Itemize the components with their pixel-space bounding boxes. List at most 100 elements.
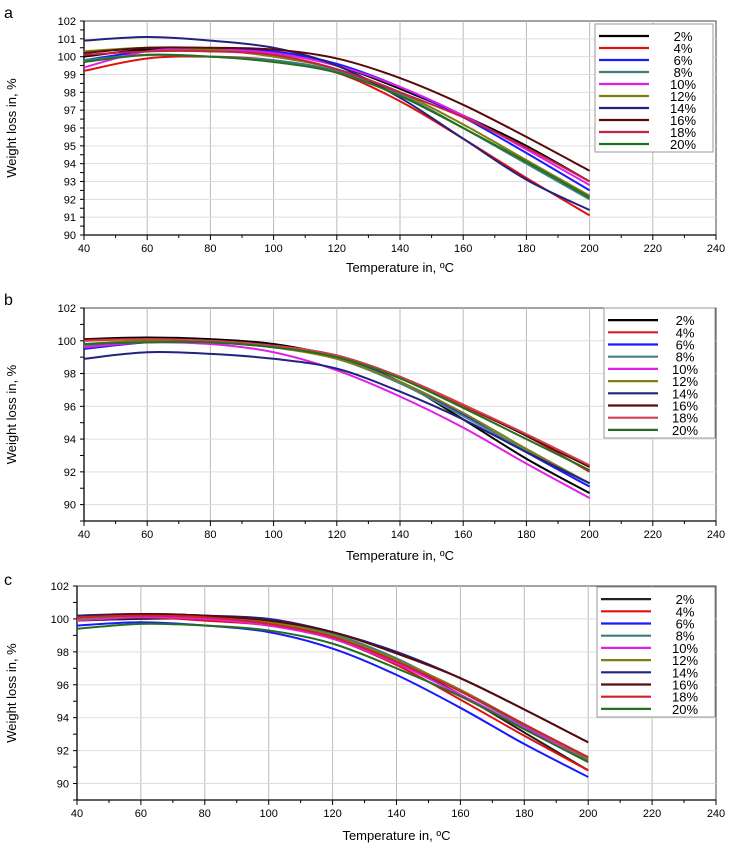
legend-label: 14% — [672, 386, 698, 401]
series-line-6pct — [76, 621, 589, 778]
x-tick-label: 120 — [323, 808, 341, 820]
x-tick-label: 80 — [204, 243, 216, 255]
x-tick-label: 220 — [644, 243, 662, 255]
legend: 2%4%6%8%10%12%14%16%18%20% — [603, 307, 716, 439]
y-tick-label: 94 — [57, 713, 69, 725]
legend-label: 6% — [676, 338, 695, 353]
x-tick-label: 160 — [454, 529, 472, 541]
x-tick-label: 40 — [78, 529, 90, 541]
x-tick-label: 100 — [264, 529, 282, 541]
x-axis-label: Temperature in, ºC — [346, 260, 454, 275]
x-tick-label: 120 — [328, 243, 346, 255]
y-tick-label: 91 — [64, 212, 76, 224]
x-tick-label: 220 — [644, 529, 662, 541]
legend-label: 2% — [676, 313, 695, 328]
y-tick-label: 92 — [64, 467, 76, 479]
y-tick-label: 102 — [58, 16, 76, 28]
x-tick-label: 60 — [141, 529, 153, 541]
legend-label: 12% — [672, 653, 698, 668]
y-tick-label: 94 — [64, 434, 76, 446]
legend-label: 20% — [672, 423, 698, 438]
x-tick-label: 60 — [135, 808, 147, 820]
y-tick-label: 93 — [64, 177, 76, 189]
legend-label: 20% — [670, 137, 696, 152]
x-tick-label: 140 — [387, 808, 405, 820]
y-tick-label: 96 — [64, 123, 76, 135]
y-tick-label: 90 — [64, 230, 76, 242]
y-tick-label: 101 — [58, 34, 76, 46]
legend-label: 8% — [676, 629, 695, 644]
legend-label: 18% — [672, 690, 698, 705]
series-line-18pct — [83, 338, 591, 467]
legend-label: 8% — [676, 350, 695, 365]
panel-label: a — [4, 5, 13, 22]
series-line-18pct — [76, 614, 589, 759]
series-line-10pct — [76, 616, 589, 760]
x-tick-label: 200 — [580, 529, 598, 541]
y-tick-label: 99 — [64, 70, 76, 82]
x-tick-label: 180 — [517, 243, 535, 255]
legend-label: 8% — [674, 65, 693, 80]
series-line-14pct — [83, 350, 591, 485]
x-axis-label: Temperature in, ºC — [346, 548, 454, 563]
x-tick-label: 120 — [328, 529, 346, 541]
x-tick-label: 100 — [264, 243, 282, 255]
y-tick-label: 100 — [51, 614, 69, 626]
legend-label: 6% — [674, 53, 693, 68]
legend-box — [596, 586, 716, 718]
legend-label: 10% — [672, 362, 698, 377]
x-tick-label: 200 — [580, 243, 598, 255]
x-tick-label: 240 — [707, 243, 725, 255]
x-tick-label: 140 — [391, 529, 409, 541]
legend-label: 14% — [670, 101, 696, 116]
panel-label: c — [4, 572, 12, 589]
x-tick-label: 100 — [260, 808, 278, 820]
legend-label: 2% — [676, 592, 695, 607]
legend-label: 4% — [676, 604, 695, 619]
y-tick-label: 98 — [57, 647, 69, 659]
y-tick-label: 95 — [64, 141, 76, 153]
legend-label: 14% — [672, 665, 698, 680]
y-tick-label: 96 — [57, 680, 69, 692]
series-line-12pct — [83, 339, 591, 485]
y-tick-label: 90 — [57, 779, 69, 791]
legend: 2%4%6%8%10%12%14%16%18%20% — [594, 23, 714, 153]
legend-label: 4% — [674, 41, 693, 56]
x-tick-label: 240 — [707, 529, 725, 541]
legend-label: 10% — [672, 641, 698, 656]
x-tick-label: 80 — [199, 808, 211, 820]
y-axis-label: Weight loss in, % — [4, 78, 19, 178]
chart-panel-c: 40 60 80 100 120 140 160 180 200 220 240 90 92 94 96 98… — [4, 572, 725, 843]
y-tick-label: 96 — [64, 401, 76, 413]
x-tick-label: 80 — [204, 529, 216, 541]
legend-label: 16% — [672, 399, 698, 414]
y-axis-label: Weight loss in, % — [4, 364, 19, 464]
y-tick-label: 102 — [51, 581, 69, 593]
y-tick-label: 94 — [64, 159, 76, 171]
y-tick-label: 92 — [57, 746, 69, 758]
x-tick-label: 180 — [515, 808, 533, 820]
x-tick-label: 200 — [579, 808, 597, 820]
legend-label: 18% — [672, 411, 698, 426]
series-line-20pct — [83, 53, 591, 199]
legend-label: 16% — [672, 678, 698, 693]
series-line-20pct — [83, 340, 591, 472]
legend: 2%4%6%8%10%12%14%16%18%20% — [596, 586, 716, 718]
legend-label: 12% — [670, 89, 696, 104]
x-tick-label: 140 — [391, 243, 409, 255]
y-tick-label: 98 — [64, 87, 76, 99]
y-axis-label: Weight loss in, % — [4, 643, 19, 743]
chart-panel-b: 40 60 80 100 120 140 160 180 200 220 240 90 92 94 96 98… — [4, 292, 725, 563]
series-line-16pct — [83, 46, 591, 172]
y-tick-label: 100 — [58, 52, 76, 64]
y-tick-label: 102 — [58, 303, 76, 315]
legend-label: 16% — [670, 113, 696, 128]
chart-panel-a: 40 60 80 100 120 140 160 180 200 220 240 90 91 92 93 94… — [4, 5, 725, 275]
legend-label: 12% — [672, 374, 698, 389]
series-line-18pct — [83, 49, 591, 183]
y-tick-label: 98 — [64, 369, 76, 381]
x-tick-label: 240 — [707, 808, 725, 820]
x-axis-label: Temperature in, ºC — [342, 828, 450, 843]
